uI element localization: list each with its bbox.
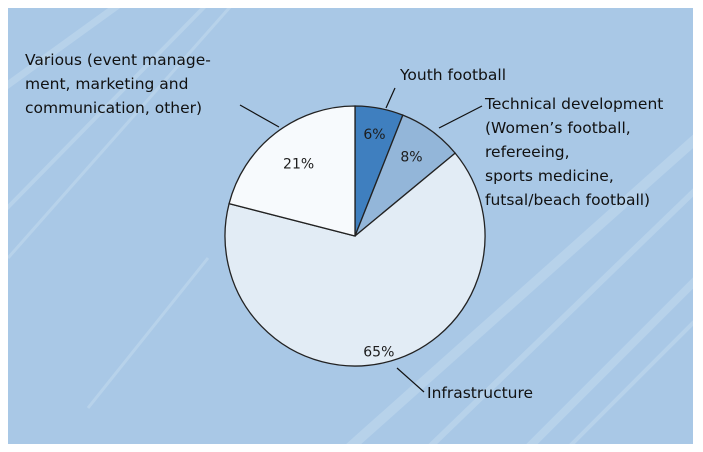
background-stripe — [8, 8, 207, 211]
leader-line-technical — [438, 105, 483, 129]
leader-lines — [239, 87, 483, 393]
leader-line-infrastructure — [396, 367, 425, 393]
background-stripe — [526, 277, 693, 444]
pie-slice-various — [228, 105, 356, 237]
category-label-infrastructure: Infrastructure — [427, 384, 533, 402]
category-label-youth: Youth football — [399, 66, 506, 84]
slice-percent-labels: 6% 8% 65% 21% — [283, 127, 422, 361]
category-label-various: Various (event manage-ment, marketing an… — [25, 51, 211, 117]
category-label-technical: Technical development (Women’s football, r… — [484, 95, 663, 209]
percent-label-youth: 6% — [363, 127, 385, 143]
background-stripe — [428, 188, 693, 444]
slice-category-labels: Youth football Technical development (Wome… — [25, 51, 663, 402]
pie-slices — [224, 105, 486, 367]
leader-line-youth — [385, 87, 396, 109]
percent-label-various: 21% — [283, 156, 314, 172]
percent-label-technical: 8% — [400, 149, 422, 165]
background-stripes — [8, 8, 693, 444]
background-stripe — [8, 8, 232, 259]
background-stripe — [346, 134, 693, 444]
background-stripe — [86, 257, 210, 409]
background-stripe — [8, 8, 121, 89]
background-stripe — [569, 320, 693, 444]
chart-panel: 6% 8% 65% 21% Youth football Technical devel… — [8, 8, 693, 444]
percent-label-infrastructure: 65% — [363, 345, 394, 361]
pie-slice-infrastructure — [224, 152, 486, 367]
leader-line-various — [239, 104, 280, 128]
pie-chart: 6% 8% 65% 21% Youth football Technical devel… — [8, 8, 693, 444]
